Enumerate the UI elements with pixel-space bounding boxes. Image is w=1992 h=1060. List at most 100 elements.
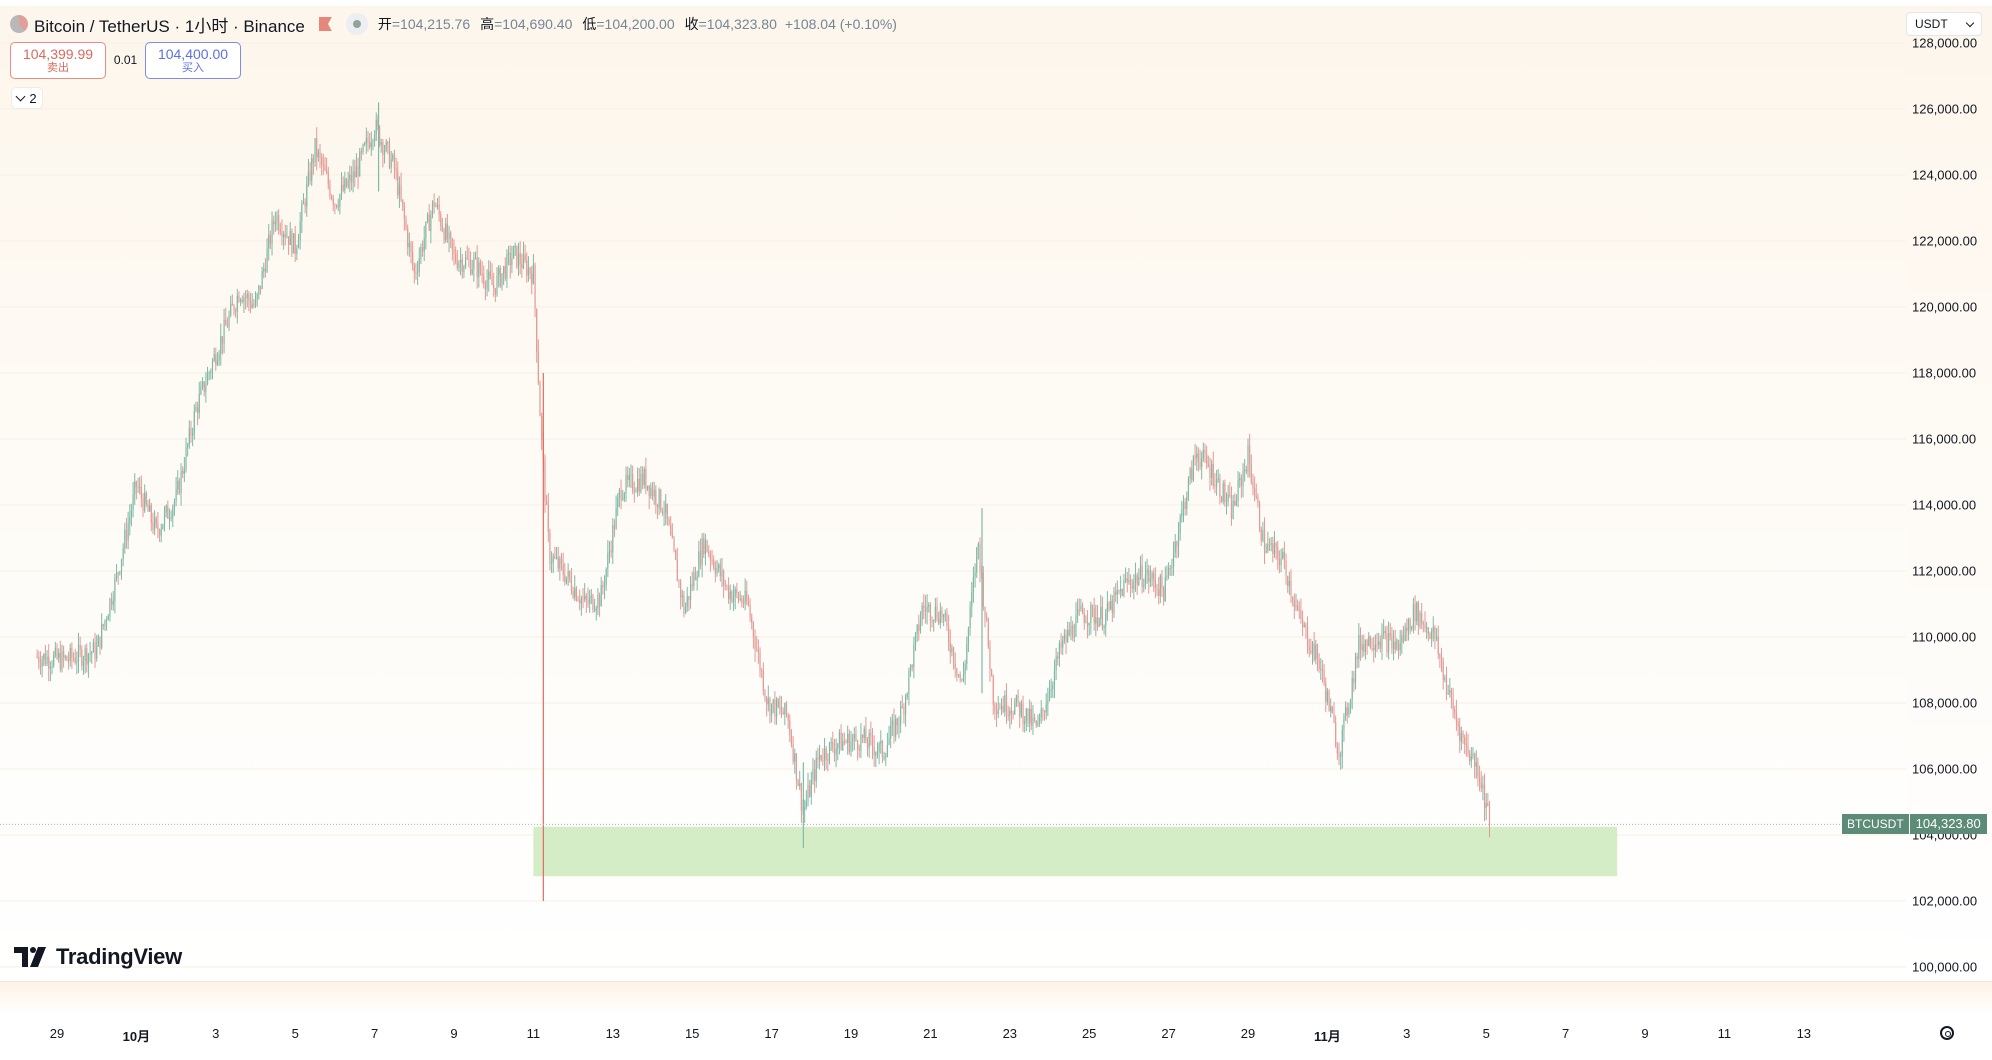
candle-body <box>1273 543 1276 554</box>
time-tick-label: 3 <box>1403 1026 1411 1041</box>
candle-body <box>127 523 129 541</box>
high-value: =104,690.40 <box>494 16 573 32</box>
candle-body <box>522 254 525 268</box>
candle-body <box>319 151 321 158</box>
candle-body <box>701 538 703 566</box>
candle-body <box>1328 691 1330 712</box>
indicators-collapse-button[interactable]: 2 <box>12 88 42 108</box>
candle-body <box>865 728 867 743</box>
candle-body <box>481 272 483 276</box>
candle-body <box>1343 716 1345 730</box>
candle-body <box>375 119 377 135</box>
candle-body <box>430 214 432 231</box>
price-tick-label: 124,000.00 <box>1912 167 1978 183</box>
candle-body <box>1469 753 1471 761</box>
candle-body <box>1249 445 1251 465</box>
candle-body <box>787 714 789 721</box>
sell-button[interactable]: 104,399.99 卖出 <box>10 42 106 79</box>
candle-body <box>1040 709 1042 718</box>
candle-body <box>261 271 263 289</box>
candle-body <box>342 184 344 191</box>
candle-body <box>1444 678 1446 680</box>
candle-body <box>1424 624 1426 629</box>
candle-body <box>388 143 391 168</box>
candle-body <box>94 642 96 659</box>
time-tick-label: 19 <box>843 1026 859 1041</box>
candle-body <box>1419 613 1421 627</box>
candle-body <box>431 201 434 215</box>
candle-body <box>866 742 869 748</box>
candle-body <box>592 595 594 611</box>
candle-body <box>1138 577 1140 585</box>
candle-body <box>1113 591 1115 614</box>
candle-body <box>524 254 526 261</box>
candle-body <box>694 572 697 581</box>
candle-body <box>589 597 591 604</box>
candle-body <box>509 253 511 266</box>
candle-body <box>479 262 482 273</box>
currency-select[interactable]: USDT <box>1906 12 1982 36</box>
chart-pane[interactable] <box>0 6 1906 981</box>
candle-body <box>1349 698 1352 708</box>
candle-body <box>1220 496 1223 502</box>
candle-body <box>928 604 930 607</box>
candle-body <box>1320 668 1322 670</box>
price-change: +108.04 (+0.10%) <box>784 16 897 32</box>
candle-body <box>51 665 53 668</box>
support-zone <box>533 826 1618 877</box>
candle-body <box>832 741 834 750</box>
candles <box>36 102 1491 901</box>
candle-body <box>377 119 379 127</box>
candle-body <box>79 645 81 650</box>
time-tick-label: 11 <box>526 1026 541 1041</box>
candle-body <box>1168 567 1170 576</box>
candle-body <box>1209 467 1211 479</box>
candle-body <box>352 171 354 183</box>
flag-icon[interactable] <box>318 17 332 31</box>
candle-body <box>1313 643 1315 660</box>
candle-body <box>299 221 301 241</box>
candle-body <box>703 538 705 554</box>
candle-body <box>58 653 60 659</box>
time-axis[interactable] <box>0 981 1992 1060</box>
candle-body <box>347 180 349 187</box>
candle-body <box>1379 641 1381 649</box>
candle-body <box>201 381 204 387</box>
symbol-title[interactable]: Bitcoin / TetherUS · 1小时 · Binance <box>34 16 305 36</box>
candle-body <box>514 245 516 247</box>
settings-icon[interactable] <box>1940 1026 1954 1040</box>
candle-body <box>392 155 394 160</box>
buy-button[interactable]: 104,400.00 买入 <box>145 42 241 79</box>
candle-body <box>1358 634 1360 660</box>
candle-body <box>287 236 290 246</box>
candle-body <box>1215 479 1218 487</box>
candle-body <box>1153 573 1155 580</box>
btc-symbol-icon[interactable] <box>10 15 28 33</box>
candle-body <box>675 550 677 560</box>
candle-body <box>1442 662 1444 680</box>
candle-body <box>192 432 194 436</box>
candle-body <box>208 372 210 374</box>
tradingview-logo[interactable]: TradingView <box>14 944 182 970</box>
candle-body <box>623 493 625 499</box>
candle-body <box>1396 640 1398 650</box>
candle-body <box>999 708 1001 710</box>
candle-body <box>1472 753 1474 757</box>
candle-body <box>1485 802 1487 809</box>
candle-body <box>1422 623 1424 625</box>
time-tick-label: 27 <box>1161 1026 1176 1041</box>
candle-body <box>1047 700 1049 705</box>
candle-body <box>881 741 884 758</box>
candle-body <box>628 475 630 480</box>
candle-body <box>1285 560 1287 577</box>
candle-body <box>1166 575 1168 578</box>
candle-body <box>883 757 885 759</box>
candle-body <box>1305 624 1307 628</box>
candle-body <box>1409 619 1411 630</box>
market-status-icon[interactable] <box>345 13 368 35</box>
candle-body <box>91 652 93 654</box>
candle-body <box>273 220 275 225</box>
candle-body <box>716 568 718 574</box>
candle-body <box>393 155 396 169</box>
